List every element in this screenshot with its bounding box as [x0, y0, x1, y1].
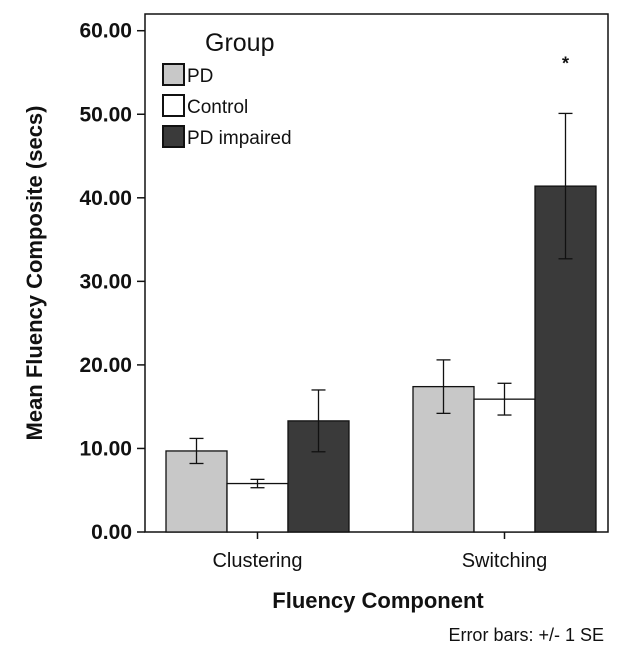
x-axis: Clustering Switching	[212, 532, 547, 572]
error-bar	[497, 382, 512, 416]
error-bar	[558, 112, 573, 260]
y-tick-label: 50.00	[79, 103, 132, 126]
bars-group	[165, 185, 597, 533]
bar-pd-impaired-switching	[534, 185, 597, 533]
x-tick-label-switching: Switching	[462, 550, 548, 572]
legend-label: PD impaired	[187, 128, 292, 149]
significance-marker: *	[562, 53, 569, 73]
legend-swatch-pd-impaired	[162, 125, 185, 148]
legend-swatch-pd	[162, 63, 185, 86]
error-bar	[436, 359, 451, 415]
y-tick-label: 40.00	[79, 187, 132, 210]
error-bar	[250, 478, 265, 489]
y-axis: 0.00 10.00 20.00 30.00 40.00 50.00 60.00	[79, 20, 145, 544]
bar-control-switching	[473, 398, 536, 533]
legend: Group PD Control PD impaired	[162, 29, 292, 149]
x-tick-label-clustering: Clustering	[212, 550, 302, 572]
y-tick-label: 0.00	[91, 521, 132, 544]
legend-swatch-control	[162, 94, 185, 117]
y-tick-label: 20.00	[79, 354, 132, 377]
annotations-group: *	[562, 53, 569, 73]
error-bar	[311, 389, 326, 453]
y-axis-title: Mean Fluency Composite (secs)	[22, 106, 47, 441]
error-bars-note: Error bars: +/- 1 SE	[448, 625, 604, 645]
legend-items: PD Control PD impaired	[162, 63, 292, 149]
bar-pd-clustering	[165, 450, 228, 533]
y-tick-label: 10.00	[79, 437, 132, 460]
legend-label: PD	[187, 66, 213, 87]
y-tick-label: 60.00	[79, 20, 132, 43]
legend-title: Group	[205, 29, 274, 57]
x-axis-title: Fluency Component	[272, 588, 484, 613]
legend-label: Control	[187, 97, 248, 118]
error-bar	[189, 437, 204, 465]
error-bars-group	[189, 112, 573, 489]
bar-control-clustering	[226, 482, 289, 533]
y-tick-label: 30.00	[79, 270, 132, 293]
